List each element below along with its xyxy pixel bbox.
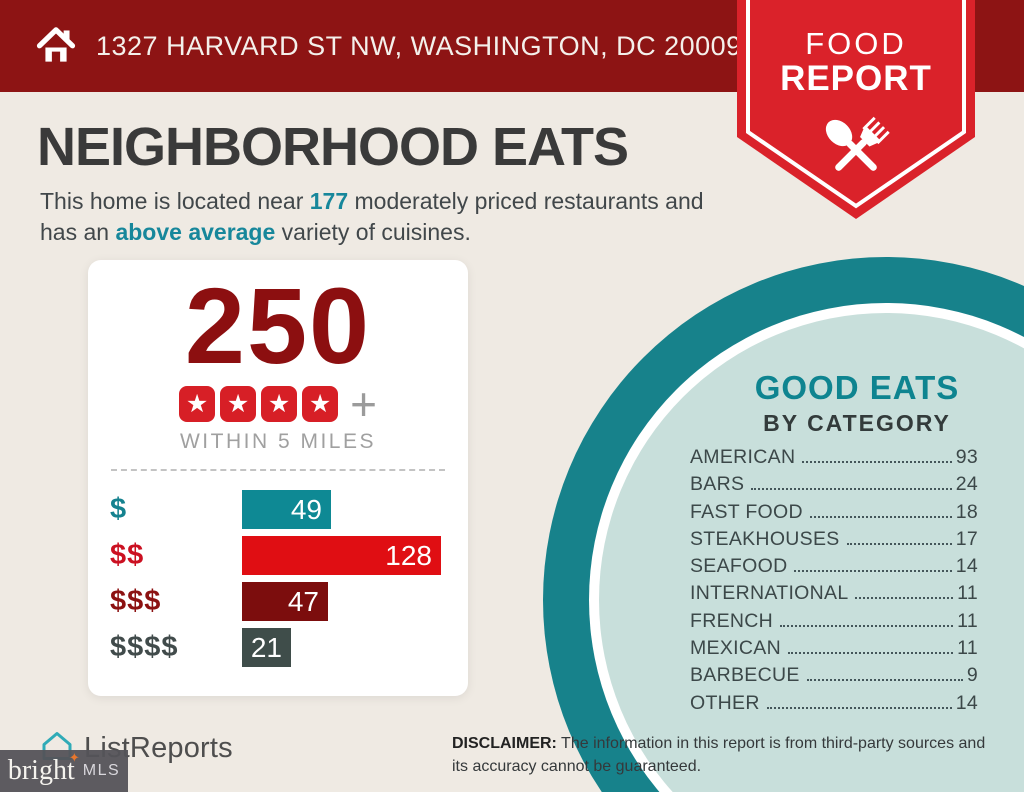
category-row: FAST FOOD 18 (690, 501, 978, 528)
mls-label: MLS (82, 762, 121, 779)
dotted-leader (787, 652, 954, 655)
category-count: 18 (955, 500, 978, 523)
dotted-leader (809, 515, 952, 518)
dotted-leader (766, 706, 952, 709)
dotted-leader (846, 542, 952, 545)
category-count: 9 (966, 664, 978, 687)
page-title: NEIGHBORHOOD EATS (37, 117, 629, 177)
category-label: MEXICAN (690, 637, 781, 660)
restaurant-count: 177 (309, 188, 349, 214)
category-label: INTERNATIONAL (690, 582, 849, 605)
variety-highlight: above average (115, 219, 276, 246)
category-count: 14 (955, 691, 978, 714)
star-icon: ★ (179, 386, 216, 422)
good-eats-circle: GOOD EATS BY CATEGORY AMERICAN 93 BARS 24 FA… (543, 257, 1024, 792)
property-address: 1327 HARVARD ST NW, WASHINGTON, DC 20009 (96, 30, 742, 61)
home-icon (36, 25, 76, 68)
star-icon: ★ (261, 386, 298, 422)
disclaimer-label: DISCLAIMER: (452, 735, 557, 752)
category-row: INTERNATIONAL 11 (690, 582, 978, 609)
price-bar-row: $49 (88, 490, 468, 529)
price-bar-value: 21 (250, 631, 282, 663)
category-count: 11 (957, 609, 978, 632)
category-count: 24 (955, 473, 978, 496)
category-row: FRENCH 11 (690, 610, 978, 637)
good-eats-subtitle: BY CATEGORY (763, 410, 951, 436)
category-label: STEAKHOUSES (690, 527, 840, 550)
intro-line-2: has an above average variety of cuisines… (40, 219, 471, 246)
bright-mls-logo: bright ✦ MLS (0, 750, 128, 792)
category-count: 93 (955, 446, 978, 468)
price-bar-value: 128 (385, 539, 432, 571)
category-row: STEAKHOUSES 17 (690, 528, 978, 555)
category-label: AMERICAN (690, 446, 796, 468)
price-bar: 128 (242, 536, 441, 575)
dotted-leader (802, 461, 952, 463)
bright-wordmark: bright ✦ (7, 750, 80, 786)
category-list: AMERICAN 93 BARS 24 FAST FOOD 18 STEAKHOUSES 17… (690, 446, 978, 719)
category-row: BARBECUE 9 (690, 664, 978, 691)
price-bar: 49 (242, 490, 331, 529)
restaurant-summary-card: 250 ★ ★ ★ ★ + WITHIN 5 MILES $49 $$ 128 $$$ 47 $$… (88, 260, 468, 696)
price-bar-value: 47 (287, 585, 319, 617)
price-tier-label: $$ (110, 539, 145, 571)
price-bar: 21 (242, 628, 291, 667)
category-row: OTHER 14 (690, 692, 978, 719)
intro-line-1: This home is located near 177 moderately… (40, 188, 704, 214)
price-tier-label: $ (110, 493, 128, 525)
total-restaurant-count: 250 (184, 265, 372, 386)
category-row: BARS 24 (690, 473, 978, 500)
dotted-leader (780, 624, 954, 627)
category-count: 11 (957, 582, 978, 605)
category-count: 14 (955, 555, 978, 578)
ribbon-line2: REPORT (780, 59, 932, 98)
disclaimer-text: DISCLAIMER: The information in this repo… (452, 735, 986, 775)
good-eats-heading: GOOD EATS BY CATEGORY (603, 369, 1024, 437)
radius-label: WITHIN 5 MILES (179, 430, 377, 453)
bright-star-icon: ✦ (68, 750, 80, 765)
category-label: FAST FOOD (690, 500, 803, 523)
price-bar: 47 (242, 582, 328, 621)
dashed-divider (111, 469, 445, 471)
category-count: 17 (955, 527, 978, 550)
plus-sign: + (350, 378, 377, 430)
ribbon-line1: FOOD (805, 26, 907, 61)
dotted-leader (794, 570, 952, 573)
category-count: 11 (957, 637, 978, 660)
category-row: SEAFOOD 14 (690, 555, 978, 582)
dotted-leader (806, 679, 963, 682)
dotted-leader (751, 488, 952, 491)
category-row: MEXICAN 11 (690, 637, 978, 664)
category-label: BARBECUE (690, 664, 800, 687)
crossed-spoon-fork-icon (825, 116, 890, 171)
food-report-ribbon: FOOD REPORT (737, 0, 975, 222)
category-row: AMERICAN 93 (690, 446, 978, 473)
price-tier-label: $$$$ (110, 631, 179, 663)
price-bars: $49 $$ 128 $$$ 47 $$$$ 21 (88, 490, 468, 667)
price-bar-row: $$$$ 21 (88, 628, 468, 667)
dotted-leader (855, 597, 954, 600)
price-tier-label: $$$ (110, 585, 162, 617)
category-label: OTHER (690, 691, 760, 714)
price-bar-row: $$$ 47 (88, 582, 468, 621)
star-rating-row: ★ ★ ★ ★ + (88, 378, 468, 430)
star-icon: ★ (302, 386, 339, 422)
price-bar-row: $$ 128 (88, 536, 468, 575)
star-icon: ★ (220, 386, 257, 422)
category-label: FRENCH (690, 609, 774, 632)
intro-text: This home is located near 177 moderately… (40, 186, 704, 249)
category-label: BARS (690, 473, 745, 496)
price-bar-value: 49 (290, 493, 322, 525)
good-eats-title: GOOD EATS (754, 369, 960, 406)
category-label: SEAFOOD (690, 555, 788, 578)
